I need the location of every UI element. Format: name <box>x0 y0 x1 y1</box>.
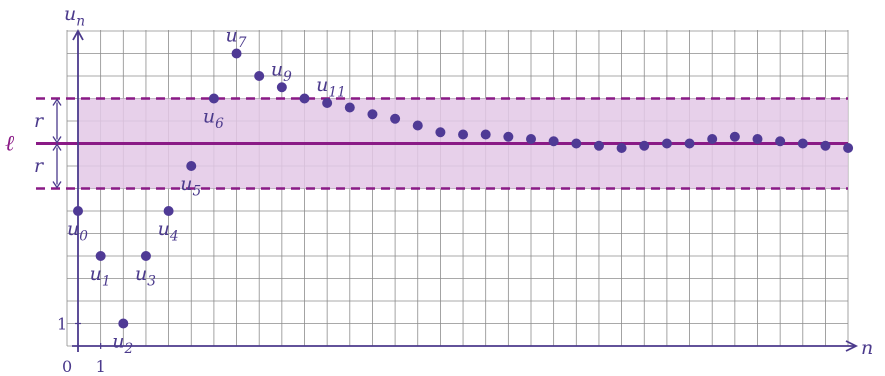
y-axis-label-sub: n <box>76 14 85 30</box>
radius-arrow-lower-head-top <box>52 143 62 151</box>
data-point <box>299 93 310 104</box>
point-label-base: u <box>316 74 328 96</box>
data-point <box>820 140 831 151</box>
data-point <box>140 251 151 261</box>
point-label-base: u <box>180 173 192 195</box>
data-point <box>593 140 604 151</box>
data-point <box>684 138 695 149</box>
data-point <box>661 138 672 149</box>
x-axis-label: n <box>861 337 873 359</box>
y-tick-label: 1 <box>57 315 67 334</box>
data-point <box>344 102 355 113</box>
x-tick-label: 0 <box>62 357 72 376</box>
data-point <box>458 129 469 140</box>
radius-arrow-upper <box>52 98 62 144</box>
data-points <box>73 48 854 329</box>
point-label-sub: 4 <box>169 229 179 245</box>
point-label-base: u <box>67 218 79 240</box>
point-label: u2 <box>112 331 133 358</box>
point-label-sub: 7 <box>238 35 247 51</box>
point-label: u4 <box>158 218 179 245</box>
data-point <box>775 136 786 147</box>
x-tick-label: 1 <box>96 357 106 376</box>
limit-label: ℓ <box>5 132 15 157</box>
data-point <box>752 134 763 144</box>
data-point <box>231 48 242 59</box>
data-point <box>707 134 718 144</box>
data-point <box>367 109 378 120</box>
y-axis-arrowhead <box>72 29 84 41</box>
radius-label-lower: r <box>34 155 45 177</box>
point-label-sub: 2 <box>124 341 134 357</box>
point-label: u7 <box>226 25 247 52</box>
radius-label-upper: r <box>34 110 45 132</box>
point-label-sub: 11 <box>328 85 345 101</box>
data-point <box>729 131 740 142</box>
point-label-sub: 9 <box>283 69 292 85</box>
x-axis-arrowhead <box>845 340 859 352</box>
data-point <box>163 206 174 216</box>
point-label-sub: 5 <box>193 184 202 200</box>
radius-arrow-lower-head-bottom <box>52 181 62 189</box>
data-point <box>503 131 514 142</box>
point-label: u3 <box>135 263 156 290</box>
data-point <box>73 206 83 216</box>
data-point <box>412 120 423 131</box>
data-point <box>390 113 401 124</box>
point-label: u6 <box>203 106 224 133</box>
data-point <box>322 98 333 108</box>
radius-arrow-lower <box>52 143 62 189</box>
tolerance-band: r rℓ <box>5 97 848 190</box>
point-label-base: u <box>271 58 283 80</box>
point-label-sub: 0 <box>79 229 88 245</box>
data-point <box>254 71 265 81</box>
data-point <box>95 251 106 261</box>
point-label-sub: 6 <box>215 116 224 132</box>
data-point <box>639 140 650 151</box>
point-label-base: u <box>226 25 238 47</box>
y-axis-label: un <box>64 3 85 30</box>
point-label-base: u <box>158 218 170 240</box>
data-point <box>843 143 854 153</box>
data-point <box>276 82 287 93</box>
point-label-base: u <box>90 263 102 285</box>
point-label-base: u <box>112 331 124 353</box>
data-point <box>616 143 627 153</box>
point-label: u11 <box>316 74 346 101</box>
point-label-base: u <box>203 106 215 128</box>
y-axis-label-base: u <box>64 3 76 25</box>
data-point <box>548 136 559 147</box>
radius-arrow-upper-head-top <box>52 98 62 106</box>
data-point <box>480 129 491 140</box>
point-label: u0 <box>67 218 88 245</box>
data-point <box>571 138 582 149</box>
point-label-sub: 1 <box>102 274 111 290</box>
point-label: u1 <box>90 263 111 290</box>
data-point <box>526 134 536 144</box>
data-point <box>797 138 808 149</box>
point-label: u5 <box>180 173 201 200</box>
data-point <box>435 127 446 138</box>
data-point <box>186 161 197 171</box>
data-point <box>208 93 219 104</box>
point-label-base: u <box>135 263 147 285</box>
point-label: u9 <box>271 58 292 85</box>
data-point <box>118 318 129 329</box>
point-label-sub: 3 <box>147 274 156 290</box>
radius-arrow-upper-head-bottom <box>52 136 62 144</box>
